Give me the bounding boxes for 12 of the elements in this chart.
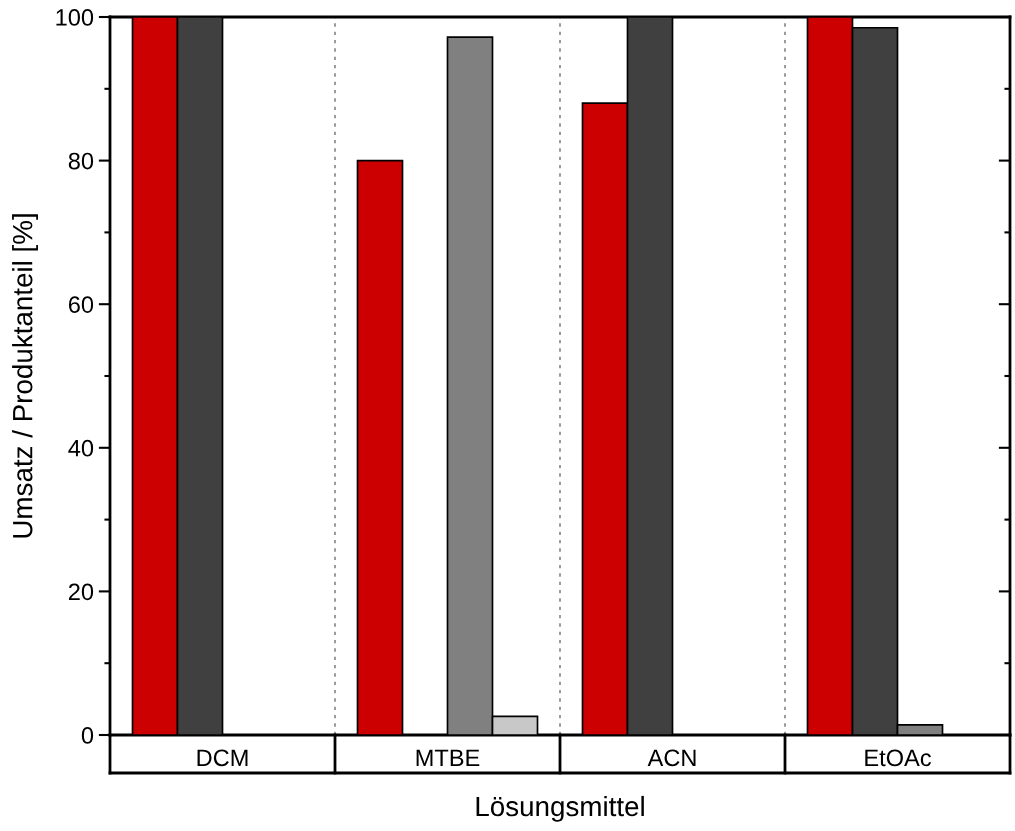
x-axis-title: Lösungsmittel: [476, 795, 644, 822]
y-tick-label: 40: [68, 439, 94, 457]
x-tick-label: MTBE: [416, 749, 480, 766]
y-tick-label: 60: [68, 296, 94, 313]
y-tick-label: 100: [56, 9, 94, 26]
y-tick-label: 80: [68, 152, 94, 170]
y-axis-title: Umsatz / Produktanteil [%]: [12, 214, 38, 538]
y-tick-label: 0: [81, 727, 94, 744]
y-tick-label: 20: [68, 583, 94, 601]
x-tick-label: DCM: [197, 749, 248, 767]
x-tick-label: ACN: [647, 749, 696, 767]
x-tick-label: EtOAc: [865, 749, 931, 767]
